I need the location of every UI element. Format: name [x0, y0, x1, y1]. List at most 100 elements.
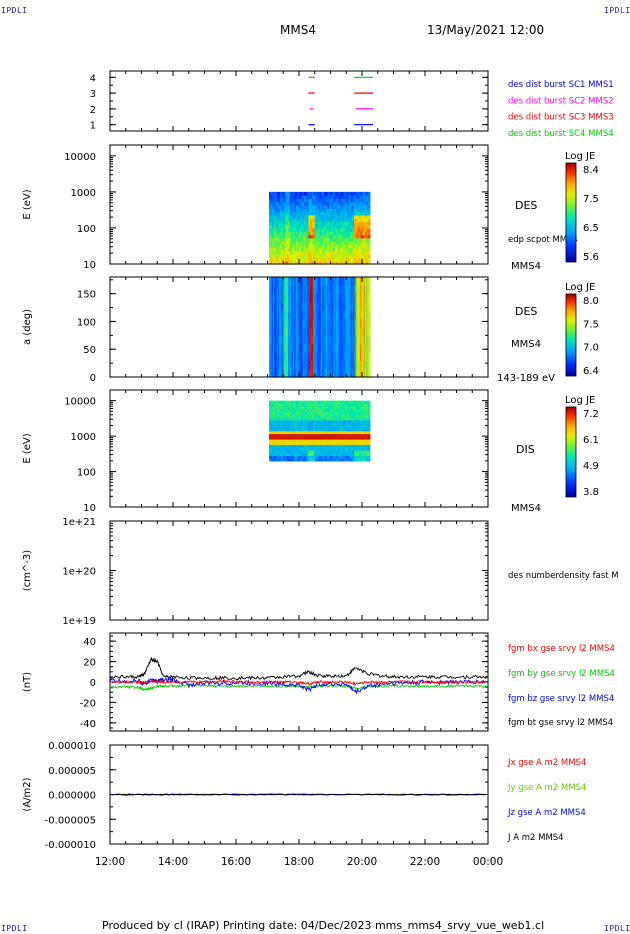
spectrogram-cell [303, 221, 306, 226]
spectrogram-cell [328, 191, 332, 196]
spectrogram-cell [339, 438, 343, 443]
spectrogram-cell [358, 406, 362, 410]
spectrogram-cell [346, 458, 349, 462]
spectrogram-cell [368, 247, 371, 252]
spectrogram-cell [273, 195, 276, 200]
spectrogram-cell [328, 408, 332, 413]
spectrogram-cell [325, 254, 328, 259]
spectrogram-cell [357, 211, 360, 216]
spectrogram-cell [289, 408, 292, 413]
spectrogram-cell [355, 201, 358, 206]
spectrogram-cell [350, 441, 354, 446]
y-tick-label: 10000 [64, 152, 96, 163]
spectrogram-cell [365, 195, 368, 200]
spectrogram-cell [310, 414, 313, 418]
spectrogram-cell [289, 368, 292, 378]
spectrogram-cell [321, 428, 324, 432]
spectrogram-cell [344, 198, 347, 203]
spectrogram-cell [335, 310, 338, 320]
spectrogram-cell [335, 247, 338, 252]
spectrogram-cell [281, 277, 284, 286]
spectrogram-cell [301, 285, 304, 295]
spectrogram-cell [358, 247, 362, 252]
spectrogram-cell [327, 254, 330, 259]
spectrogram-cell [357, 227, 360, 232]
spectrogram-cell [327, 260, 330, 265]
spectrogram-cell [310, 211, 313, 216]
spectrogram-cell [319, 221, 322, 226]
spectrogram-cell [328, 247, 332, 252]
spectrogram-cell [363, 368, 366, 378]
spectrogram-cell [362, 455, 365, 459]
spectrogram-cell [299, 422, 302, 426]
spectrogram-cell [316, 433, 319, 437]
spectrogram-cell [346, 191, 349, 196]
spectrogram-cell [313, 208, 316, 213]
spectrogram-cell [306, 201, 310, 206]
spectrogram-cell [292, 191, 295, 196]
spectrogram-cell [284, 352, 287, 361]
spectrogram-cell [280, 201, 283, 206]
spectrogram-cell [306, 447, 310, 451]
spectrogram-cell [294, 441, 297, 446]
spectrogram-cell [355, 438, 358, 443]
spectrogram-cell [332, 218, 335, 222]
spectrogram-cell [358, 433, 362, 437]
spectrogram-cell [302, 260, 305, 265]
spectrogram-cell [311, 227, 314, 232]
spectrogram-cell [346, 408, 349, 413]
spectrogram-cell [295, 368, 298, 378]
spectrogram-cell [280, 425, 283, 429]
spectrogram-cell [273, 201, 276, 206]
y-tick-label: 10000 [64, 397, 96, 408]
spectrogram-cell [302, 441, 305, 446]
spectrogram-cell [336, 257, 339, 262]
spectrogram-cell [273, 449, 276, 454]
spectrogram-cell [338, 214, 341, 219]
spectrogram-cell [359, 277, 362, 286]
spectrogram-cell [287, 438, 291, 443]
spectrogram-cell [362, 422, 365, 426]
spectrogram-cell [341, 241, 344, 245]
spectrogram-cell [328, 368, 331, 378]
spectrogram-cell [289, 458, 292, 462]
spectrogram-cell [360, 406, 363, 410]
spectrogram-cell [360, 441, 363, 446]
spectrogram-cell [355, 444, 358, 448]
spectrogram-cell [272, 417, 275, 421]
spectrogram-cell [324, 257, 327, 262]
spectrogram-cell [333, 247, 336, 252]
spectrogram-cell [316, 224, 319, 229]
spectrogram-cell [341, 428, 344, 432]
spectrogram-cell [357, 250, 360, 255]
spectrogram-cell [302, 257, 305, 262]
spectrogram-cell [300, 208, 303, 213]
spectrogram-cell [273, 237, 276, 242]
spectrogram-cell [327, 244, 330, 249]
spectrogram-cell [353, 285, 356, 295]
spectrogram-cell [290, 327, 293, 336]
spectrogram-cell [275, 244, 278, 249]
spectrogram-cell [284, 302, 287, 311]
spectrogram-cell [316, 218, 319, 222]
spectrogram-cell [286, 422, 289, 426]
spectrogram-cell [316, 447, 319, 451]
spectrogram-cell [327, 428, 330, 432]
spectrogram-cell [309, 318, 312, 328]
spectrogram-cell [280, 205, 283, 209]
spectrogram-cell [308, 447, 311, 451]
spectrogram-cell [286, 224, 289, 229]
spectrogram-cell [303, 285, 305, 295]
spectrogram-cell [360, 201, 363, 206]
spectrogram-cell [273, 211, 276, 216]
spectrogram-cell [362, 425, 365, 429]
spectrogram-cell [300, 310, 303, 320]
spectrogram-cell [343, 221, 346, 226]
spectrogram-cell [310, 224, 313, 229]
spectrogram-cell [350, 310, 353, 320]
spectrogram-cell [349, 201, 352, 206]
spectrogram-cell [321, 227, 324, 232]
spectrogram-cell [365, 400, 368, 405]
spectrogram-cell [305, 436, 308, 440]
spectrogram-cell [339, 436, 343, 440]
